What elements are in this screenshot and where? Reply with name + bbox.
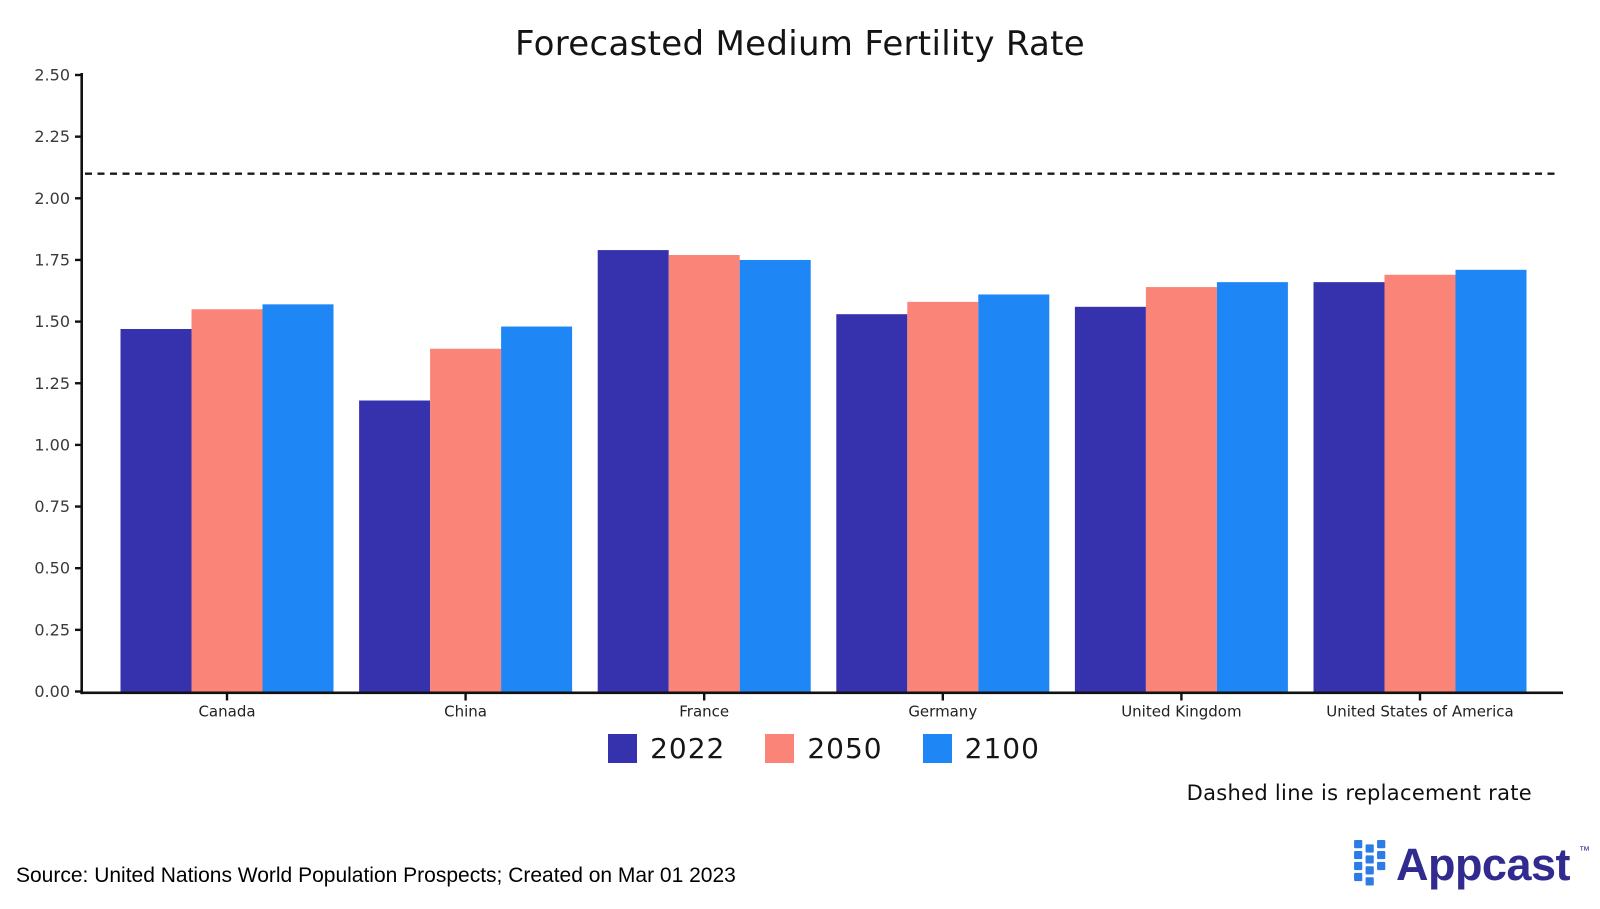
y-tick-label: 1.75 [34,250,70,269]
y-tick-label: 2.25 [34,127,70,146]
y-tick-label: 1.50 [34,312,70,331]
bar-united-kingdom-2100 [1216,282,1288,692]
bar-france-2022 [597,250,669,692]
appcast-icon-square [1377,850,1386,860]
appcast-icon-square [1354,840,1363,849]
y-axis-spine [80,73,83,695]
bar-china-2022 [359,400,431,692]
appcast-icon-square [1365,877,1374,886]
appcast-icon-square [1365,844,1374,853]
bar-united-kingdom-2022 [1074,306,1146,692]
legend-item-2100: 2100 [922,732,1040,765]
legend-label-2050: 2050 [807,732,883,765]
y-tick-label: 0.50 [34,559,70,578]
y-tick-label: 0.25 [34,620,70,639]
bar-united-kingdom-2050 [1145,287,1217,692]
bar-germany-2022 [836,314,908,692]
bar-canada-2050 [191,309,263,692]
x-category-label: France [679,703,729,721]
bar-united-states-of-america-2100 [1455,269,1527,692]
bar-france-2050 [668,255,740,692]
x-axis-spine [80,691,1563,695]
x-category-label: Germany [908,703,977,721]
source-attribution: Source: United Nations World Population … [16,864,736,887]
appcast-logo: Appcast ™ [1354,840,1590,887]
y-tick-label: 1.00 [34,435,70,454]
appcast-logo-text: Appcast [1395,839,1571,890]
appcast-icon-square [1377,840,1386,849]
appcast-icon-square [1377,861,1386,871]
appcast-icon-square [1354,861,1363,871]
y-tick-label: 0.00 [34,682,70,701]
bar-china-2050 [430,348,502,692]
fertility-bar-chart: 0.00 0.25 0.50 0.75 1.00 1.25 1.50 1.75 2.00 2.25… [34,66,1563,721]
bar-canada-2022 [120,328,192,692]
y-tick-label: 2.00 [34,189,70,208]
y-tick-label: 2.50 [34,66,70,85]
appcast-squares-icon [1354,840,1386,886]
legend-item-2022: 2022 [608,732,725,765]
bar-canada-2100 [262,304,334,692]
chart-title: Forecasted Medium Fertility Rate [514,24,1086,64]
appcast-icon-square [1354,850,1363,860]
y-tick-label: 0.75 [34,497,70,516]
bar-united-states-of-america-2050 [1384,274,1456,692]
bar-france-2100 [739,259,811,692]
legend-swatch-2050 [765,734,795,763]
legend-swatch-2100 [922,734,952,763]
replacement-rate-note: Dashed line is replacement rate [1186,781,1532,805]
appcast-icon-square [1354,872,1363,882]
legend-swatch-2022 [608,734,638,763]
x-category-label: United States of America [1326,703,1513,721]
appcast-icon-square [1365,855,1374,864]
y-tick-label: 1.25 [34,374,70,393]
x-category-label: China [444,703,487,721]
chart-legend: 2022 2050 2100 [85,732,1563,765]
bar-united-states-of-america-2022 [1313,282,1385,692]
trademark-symbol: ™ [1579,845,1590,857]
legend-label-2022: 2022 [650,732,726,765]
bar-germany-2050 [907,301,979,692]
legend-item-2050: 2050 [765,732,882,765]
x-category-label: United Kingdom [1121,703,1241,721]
appcast-icon-square [1365,866,1374,875]
bar-china-2100 [501,326,573,692]
x-category-label: Canada [198,703,255,721]
legend-label-2100: 2100 [964,732,1040,765]
bar-germany-2100 [978,294,1050,692]
